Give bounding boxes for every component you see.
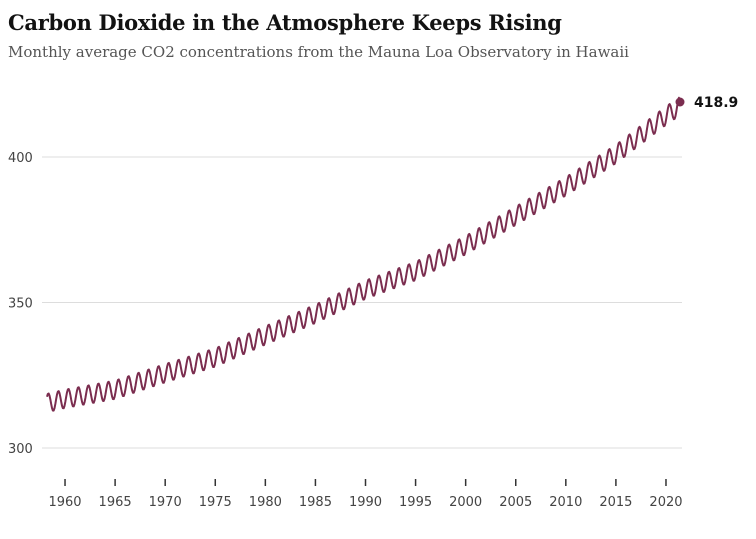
x-tick-label-1970: 1970 — [149, 495, 182, 510]
y-tick-label-400: 400 — [8, 151, 33, 166]
x-tick-label-1990: 1990 — [349, 495, 382, 510]
chart-subtitle: Monthly average CO2 concentrations from … — [8, 43, 629, 61]
latest-value-label: 418.9 — [694, 95, 738, 111]
latest-value-dot — [675, 97, 685, 107]
y-tick-label-300: 300 — [8, 442, 33, 457]
x-tick-label-1975: 1975 — [199, 495, 232, 510]
chart-title: Carbon Dioxide in the Atmosphere Keeps R… — [8, 10, 562, 35]
annotation-layer: 418.9 — [675, 95, 738, 111]
grid-layer — [42, 156, 682, 449]
x-tick-label-2015: 2015 — [599, 495, 632, 510]
x-tick-label-1995: 1995 — [399, 495, 432, 510]
x-axis: 1960 1965 1970 1975 1980 1985 1990 1995 2000 2005… — [48, 479, 683, 510]
x-tick-label-1960: 1960 — [48, 495, 81, 510]
y-tick-labels: 300 350 400 — [8, 151, 33, 457]
x-tick-label-2020: 2020 — [649, 495, 682, 510]
x-tick-label-1980: 1980 — [249, 495, 282, 510]
x-tick-label-2005: 2005 — [499, 495, 532, 510]
x-tick-label-2000: 2000 — [449, 495, 482, 510]
x-tick-label-1965: 1965 — [99, 495, 132, 510]
x-tick-label-2010: 2010 — [549, 495, 582, 510]
co2-series-line — [46, 96, 681, 412]
y-tick-label-350: 350 — [8, 297, 33, 312]
series-layer — [46, 96, 681, 412]
x-tick-label-1985: 1985 — [299, 495, 332, 510]
